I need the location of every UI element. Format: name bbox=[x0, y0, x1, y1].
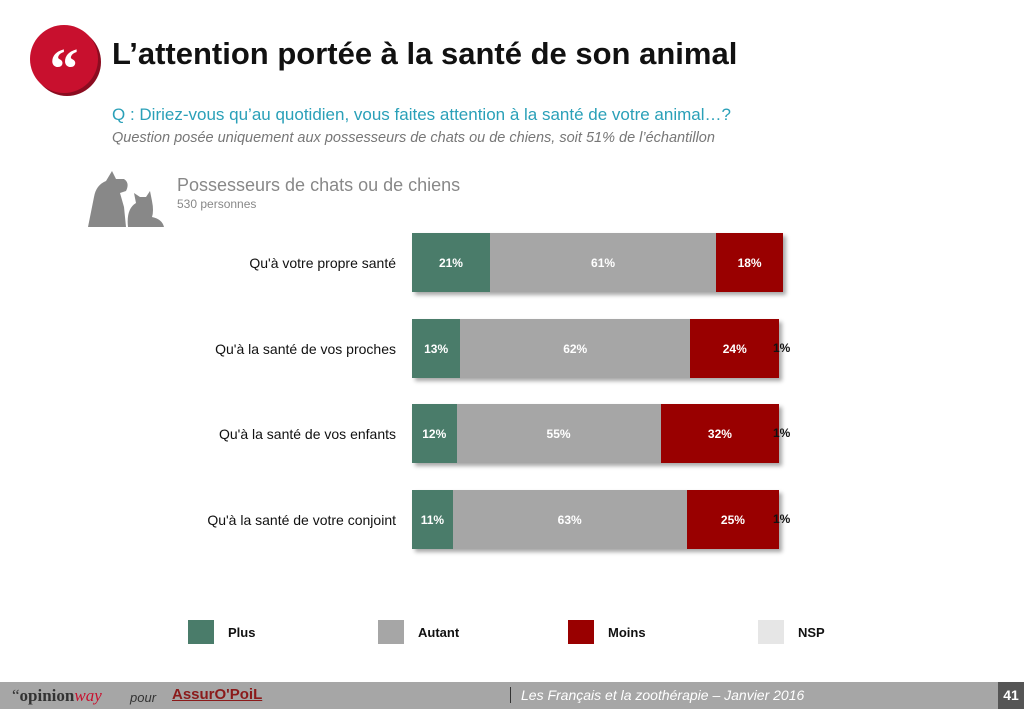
quote-logo-icon: “ bbox=[30, 25, 98, 101]
bar-segment-moins: 24% bbox=[690, 319, 780, 378]
bar-segment-moins: 25% bbox=[686, 490, 780, 549]
group-count: 530 personnes bbox=[177, 197, 257, 211]
page-number: 41 bbox=[998, 682, 1024, 709]
footer: “opinionway pour AssurO'PoiL Les Françai… bbox=[0, 682, 1024, 709]
category-label: Qu'à la santé de vos proches bbox=[215, 341, 396, 357]
category-label: Qu'à votre propre santé bbox=[249, 255, 396, 271]
bar-segment-plus: 12% bbox=[412, 404, 457, 463]
legend-swatch bbox=[568, 620, 594, 644]
legend-swatch bbox=[378, 620, 404, 644]
group-name: Possesseurs de chats ou de chiens bbox=[177, 175, 461, 195]
legend-label: NSP bbox=[798, 624, 825, 640]
legend-item-nsp: NSP bbox=[758, 620, 825, 644]
bar-segment-autant: 55% bbox=[456, 404, 661, 463]
bar-segment-plus: 13% bbox=[412, 319, 461, 378]
category-label: Qu'à la santé de votre conjoint bbox=[207, 512, 396, 528]
bar-segment-autant: 63% bbox=[452, 490, 687, 549]
cat-dog-icon bbox=[88, 171, 164, 227]
opinionway-logo: “opinionway bbox=[12, 686, 102, 705]
legend-item-moins: Moins bbox=[568, 620, 646, 644]
category-label: Qu'à la santé de vos enfants bbox=[218, 426, 396, 442]
page-title: L’attention portée à la santé de son ani… bbox=[112, 36, 738, 71]
legend-swatch bbox=[188, 620, 214, 644]
bar-segment-nsp-label: 1% bbox=[773, 341, 791, 355]
bar-segment-autant: 61% bbox=[489, 233, 717, 292]
legend-label: Plus bbox=[228, 624, 256, 640]
footer-text: Les Français et la zoothérapie – Janvier… bbox=[510, 687, 804, 703]
legend-label: Moins bbox=[608, 624, 646, 640]
bar-segment-nsp-label: 1% bbox=[773, 426, 791, 440]
bar-segment-moins: 18% bbox=[716, 233, 783, 292]
legend-item-plus: Plus bbox=[188, 620, 255, 644]
bar-segment-plus: 11% bbox=[412, 490, 453, 549]
assuropoil-logo: AssurO'PoiL bbox=[172, 686, 263, 703]
bar-segment-plus: 21% bbox=[412, 233, 490, 292]
footer-pour: pour bbox=[130, 690, 157, 705]
legend-item-autant: Autant bbox=[378, 620, 459, 644]
question: Q : Diriez-vous qu’au quotidien, vous fa… bbox=[112, 105, 731, 124]
bar-segment-nsp-label: 1% bbox=[773, 512, 791, 526]
legend-swatch bbox=[758, 620, 784, 644]
legend-label: Autant bbox=[418, 624, 460, 640]
bar-segment-moins: 32% bbox=[660, 404, 780, 463]
question-note: Question posée uniquement aux possesseur… bbox=[112, 130, 715, 146]
bar-segment-autant: 62% bbox=[460, 319, 691, 378]
